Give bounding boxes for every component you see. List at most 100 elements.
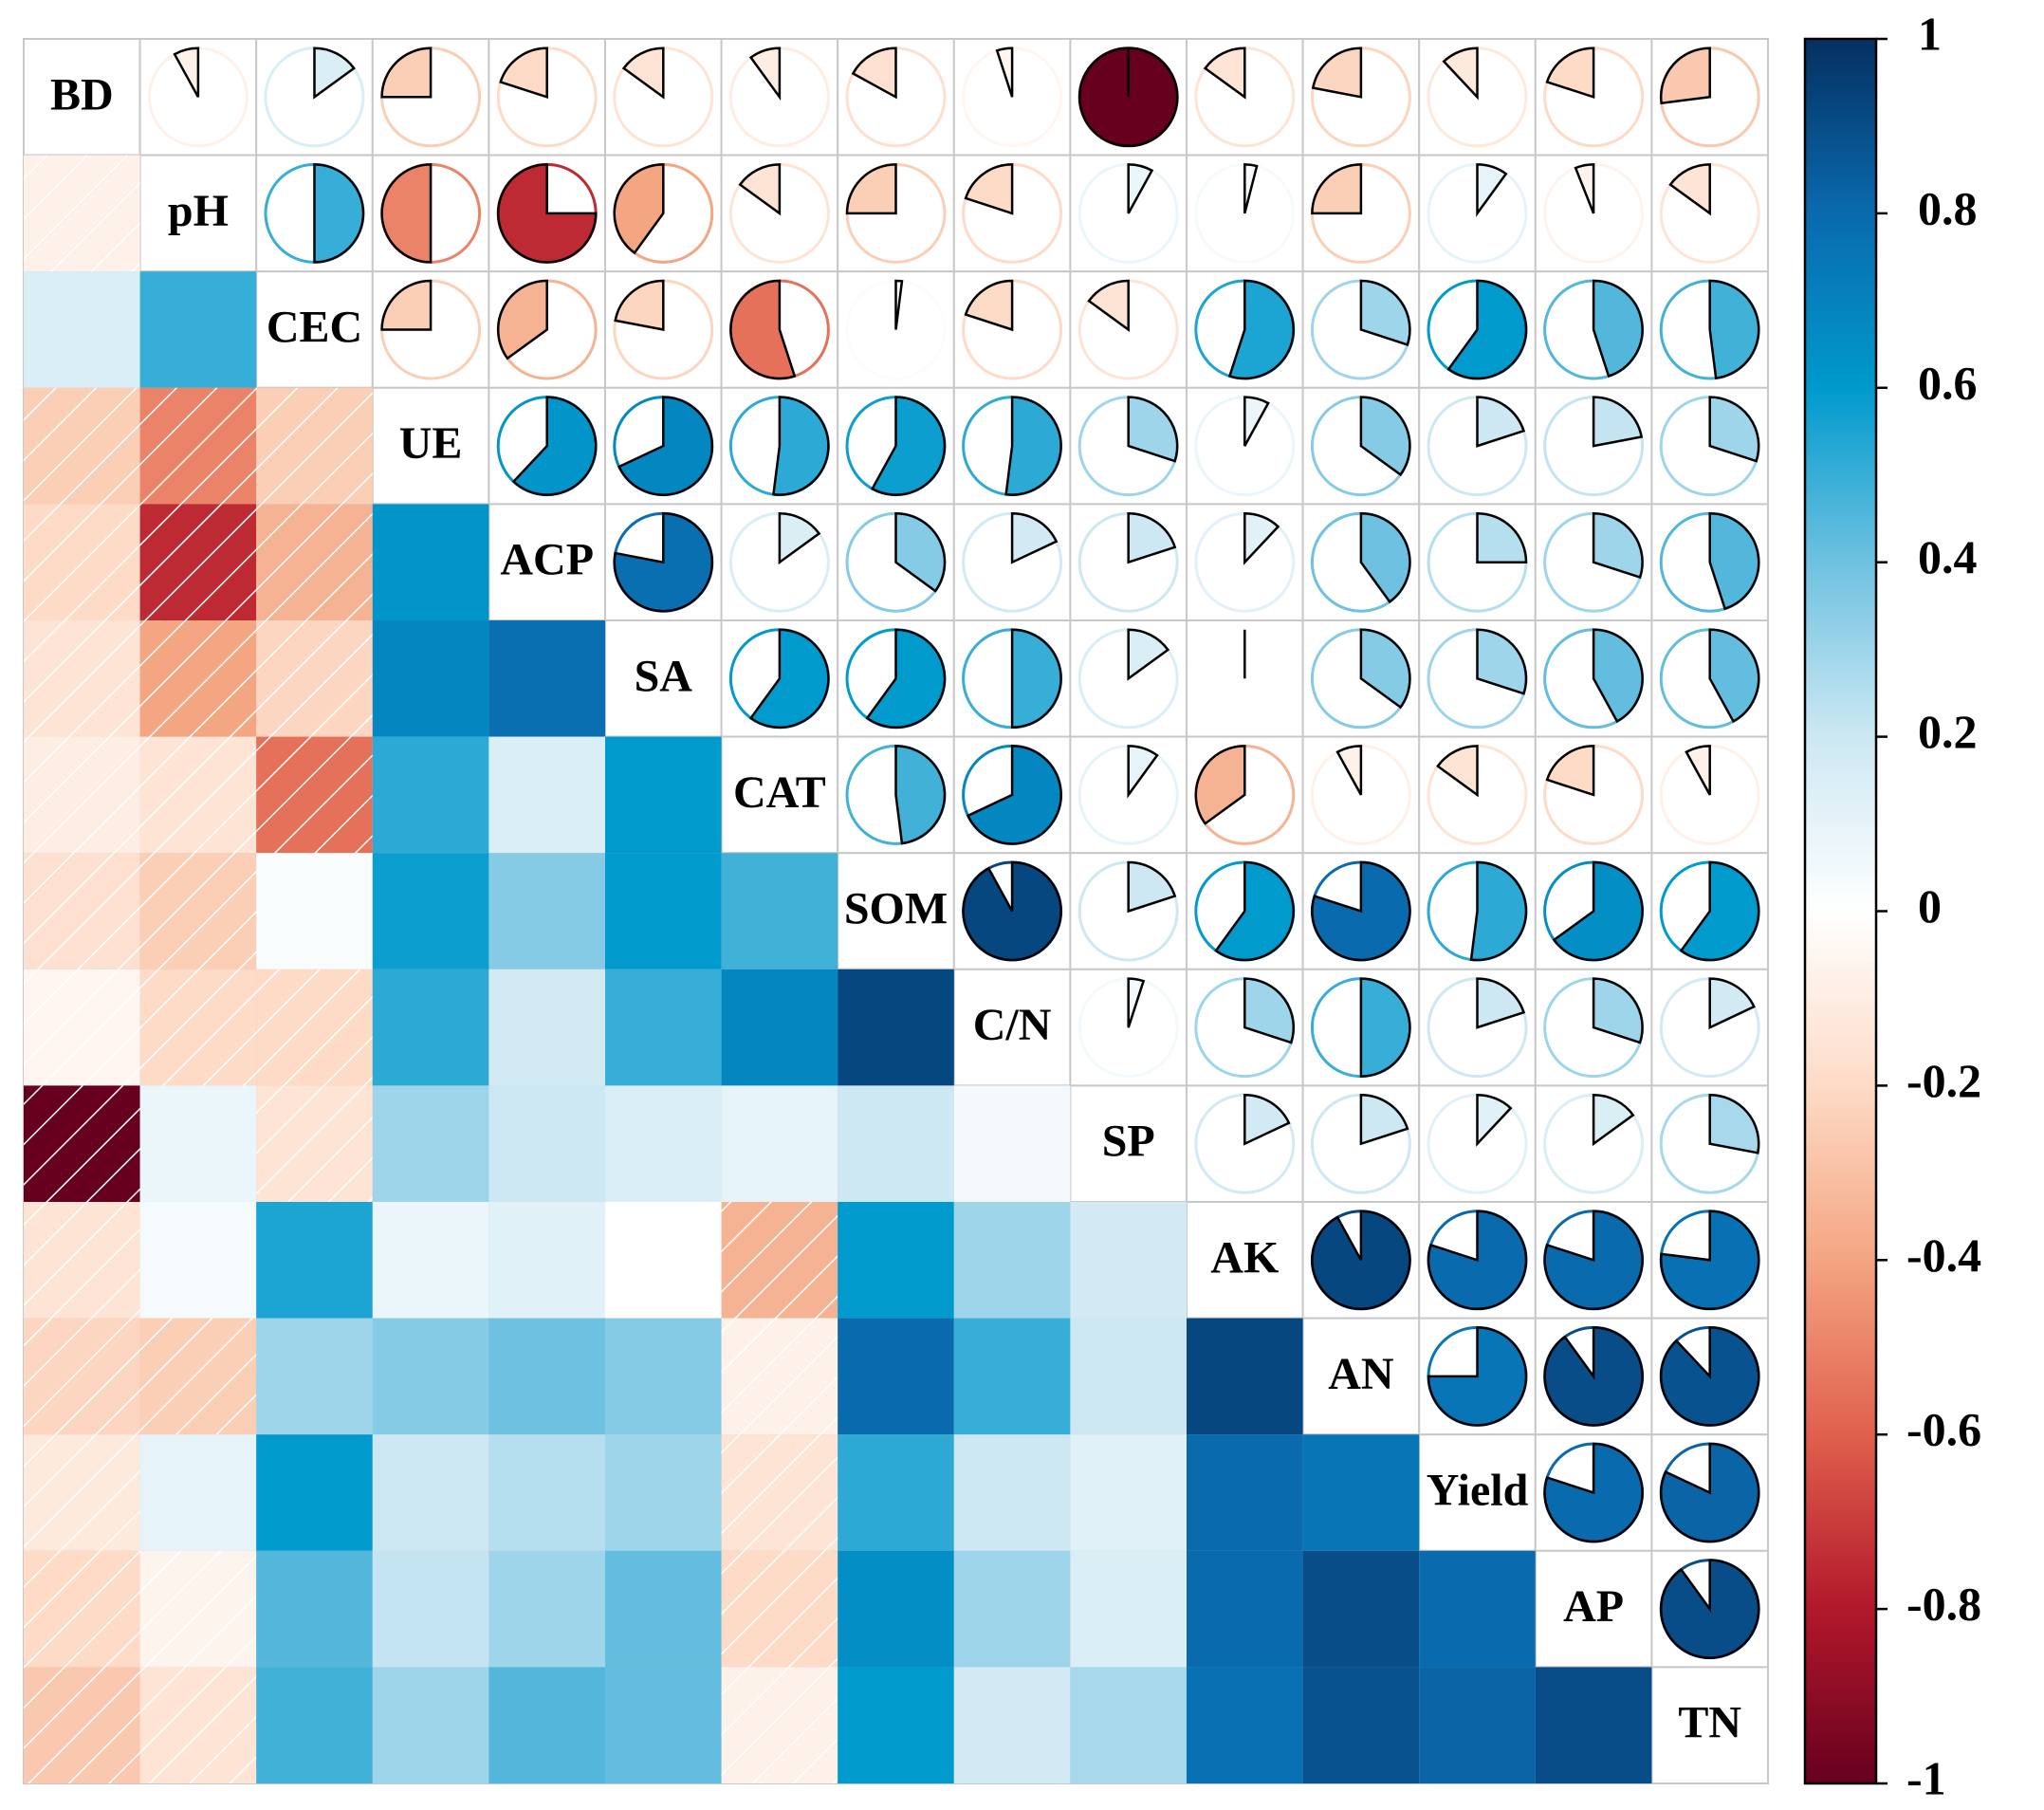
cell-border (1650, 1666, 1770, 1785)
pie (1359, 511, 1411, 604)
hatch (256, 387, 373, 505)
pie (738, 163, 782, 216)
pie (1203, 46, 1246, 100)
pie (1127, 745, 1159, 799)
pie (1552, 860, 1644, 962)
pie (1659, 1326, 1760, 1427)
colorbar-tick-label: -1 (1906, 1751, 1946, 1804)
corr-square (1419, 1667, 1536, 1783)
corr-square (1535, 1667, 1652, 1783)
pie (621, 46, 665, 100)
corr-square (953, 1085, 1071, 1202)
corr-square (256, 1202, 373, 1319)
corr-square (605, 736, 722, 854)
hatch (24, 736, 140, 854)
pie (995, 46, 1014, 98)
pie (1708, 628, 1760, 724)
corr-square (372, 1202, 489, 1319)
corr-square (1070, 1550, 1187, 1668)
pie (1543, 1442, 1644, 1543)
pie (1311, 163, 1363, 215)
pie (1592, 511, 1644, 580)
pie (1010, 628, 1062, 730)
corr-square (1302, 1550, 1420, 1668)
hatch (721, 1550, 838, 1668)
variable-label: Yield (1427, 1466, 1529, 1516)
pie (1446, 279, 1528, 380)
hatch (721, 1667, 838, 1783)
corr-square (372, 620, 489, 737)
corr-square (1187, 1550, 1303, 1668)
corr-square (605, 969, 722, 1086)
pie (1476, 163, 1508, 217)
corr-square (1419, 1550, 1536, 1668)
corr-square (488, 853, 605, 970)
pie (1659, 46, 1711, 105)
variable-label: SP (1102, 1117, 1155, 1167)
corr-square (605, 853, 722, 970)
variable-label: CAT (733, 767, 826, 818)
pie (1311, 860, 1411, 962)
pie (511, 396, 598, 496)
corr-square (1302, 1667, 1420, 1783)
colorbar-tick-label: 1 (1918, 7, 1942, 60)
pie (380, 46, 433, 99)
pie (748, 46, 782, 102)
corr-square (372, 969, 489, 1086)
pie (313, 163, 365, 264)
pie (748, 628, 830, 729)
hatch (24, 387, 140, 505)
corr-square (1187, 1667, 1303, 1783)
corr-square (1187, 1434, 1303, 1551)
cell-border (371, 386, 490, 506)
cell-border (1186, 1201, 1304, 1320)
hatch (24, 853, 140, 970)
corr-square (1070, 1667, 1187, 1783)
corr-square (838, 1434, 954, 1551)
pie (497, 279, 548, 360)
pie (1243, 1093, 1291, 1146)
pie (1427, 1210, 1528, 1310)
colorbar-tick-label: 0.2 (1918, 705, 1978, 758)
pie (966, 745, 1062, 845)
hatch (721, 1202, 838, 1319)
pie (894, 511, 947, 593)
pie (1668, 163, 1711, 216)
corr-square (256, 853, 373, 970)
pie (1243, 163, 1259, 214)
corr-square (256, 1318, 373, 1435)
hatch (24, 1550, 140, 1668)
cell-border (1301, 1317, 1421, 1436)
corr-square (605, 1085, 722, 1202)
variable-label: ACP (500, 535, 594, 585)
pie (1679, 860, 1760, 962)
pie (1545, 46, 1595, 100)
pie (1243, 511, 1280, 565)
pie (845, 163, 897, 215)
pie (1592, 977, 1644, 1044)
hatch (256, 969, 373, 1086)
pie (1543, 1326, 1644, 1427)
cell-border (1069, 1084, 1188, 1204)
pie (1659, 1559, 1760, 1659)
corr-square (953, 1318, 1071, 1435)
corr-square (953, 1550, 1071, 1668)
corr-square (139, 1434, 257, 1551)
pie (1592, 628, 1644, 724)
cell-border (23, 38, 141, 157)
cell-border (1418, 1433, 1537, 1552)
corr-square (1070, 1318, 1187, 1435)
pie (1214, 860, 1296, 962)
pie (1592, 396, 1644, 448)
hatch (24, 504, 140, 620)
pie (496, 163, 598, 264)
hatch (139, 736, 257, 854)
pie (1708, 511, 1760, 611)
cell-border (720, 735, 839, 855)
corr-square (838, 969, 954, 1086)
pie (772, 396, 830, 496)
colorbar-tick-label: 0 (1918, 879, 1942, 933)
hatch (256, 1085, 373, 1202)
colorbar-tick-label: 0.8 (1918, 181, 1978, 234)
pie (614, 279, 665, 332)
